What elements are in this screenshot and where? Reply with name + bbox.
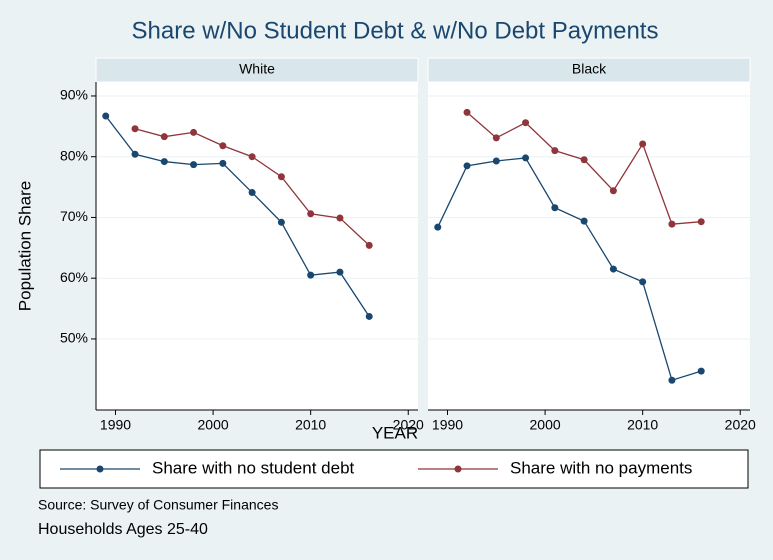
data-point: [434, 223, 442, 231]
x-tick-label: 1990: [100, 417, 131, 433]
y-tick-label: 90%: [60, 87, 88, 103]
source-note: Source: Survey of Consumer Finances: [38, 497, 278, 513]
y-axis-label: Population Share: [15, 181, 34, 311]
data-point: [522, 119, 530, 127]
legend-label: Share with no student debt: [152, 458, 355, 477]
panel-header: [427, 57, 751, 83]
data-point: [190, 128, 198, 136]
legend-box: [39, 449, 749, 489]
legend-marker: [96, 465, 104, 473]
data-point: [277, 218, 285, 226]
data-point: [160, 158, 168, 166]
data-point: [580, 217, 588, 225]
legend-marker: [454, 465, 462, 473]
data-point: [697, 367, 705, 375]
y-tick-label: 60%: [60, 269, 88, 285]
data-point: [668, 220, 676, 228]
x-tick-label: 2020: [725, 417, 756, 433]
data-point: [102, 112, 110, 120]
plot-area: [96, 82, 418, 410]
data-point: [697, 218, 705, 226]
data-point: [336, 214, 344, 222]
x-tick-label: 2010: [627, 417, 658, 433]
data-point: [609, 265, 617, 273]
panel-header: [95, 57, 419, 83]
x-tick-label: 2000: [198, 417, 229, 433]
data-point: [190, 161, 198, 169]
data-point: [219, 159, 227, 167]
data-point: [463, 108, 471, 116]
chart-title: Share w/No Student Debt & w/No Debt Paym…: [132, 17, 659, 44]
data-point: [551, 204, 559, 212]
data-point: [609, 187, 617, 195]
data-point: [365, 241, 373, 249]
data-point: [219, 142, 227, 150]
x-tick-label: 1990: [432, 417, 463, 433]
data-point: [492, 157, 500, 165]
data-point: [307, 271, 315, 279]
series-line: [437, 157, 702, 382]
data-point: [307, 210, 315, 218]
data-point: [277, 173, 285, 181]
data-point: [551, 147, 559, 155]
data-point: [580, 156, 588, 164]
series-line: [105, 115, 370, 317]
x-tick-label: 2010: [295, 417, 326, 433]
data-point: [492, 134, 500, 142]
panel-title: White: [239, 61, 275, 77]
data-point: [639, 278, 647, 286]
x-tick-label: 2020: [393, 417, 424, 433]
data-point: [522, 154, 530, 162]
data-point: [160, 133, 168, 141]
plot-area: [428, 82, 750, 410]
data-point: [639, 140, 647, 148]
x-axis-label: YEAR: [372, 423, 418, 442]
data-point: [248, 153, 256, 161]
x-tick-label: 2000: [530, 417, 561, 433]
data-point: [463, 162, 471, 170]
data-point: [248, 189, 256, 197]
data-point: [336, 268, 344, 276]
y-tick-label: 80%: [60, 147, 88, 163]
data-point: [365, 312, 373, 320]
data-point: [131, 150, 139, 158]
y-tick-label: 70%: [60, 208, 88, 224]
data-point: [668, 376, 676, 384]
panel-title: Black: [572, 61, 607, 77]
y-tick-label: 50%: [60, 330, 88, 346]
legend-label: Share with no payments: [510, 458, 692, 477]
caption-note: Households Ages 25-40: [38, 521, 208, 538]
data-point: [131, 125, 139, 133]
